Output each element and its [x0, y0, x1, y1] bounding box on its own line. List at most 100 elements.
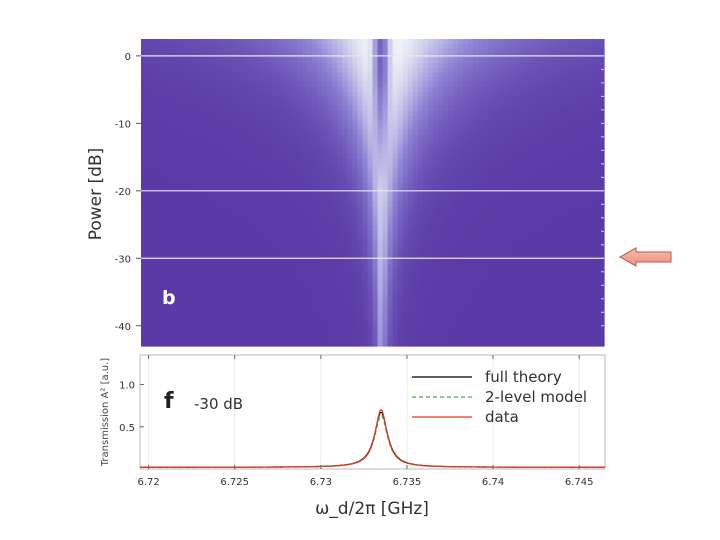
heatmap-cell	[382, 240, 389, 246]
heatmap-cell	[412, 82, 419, 88]
heatmap-cell	[442, 125, 449, 131]
heatmap-cell	[548, 130, 555, 136]
heatmap-cell	[503, 264, 509, 270]
heatmap-cell	[141, 293, 147, 299]
heatmap-cell	[407, 77, 414, 83]
heatmap-cell	[246, 96, 253, 102]
heatmap-cell	[392, 264, 399, 270]
heatmap-cell	[251, 130, 258, 136]
heatmap-cell	[171, 178, 177, 184]
heatmap-cell	[568, 39, 575, 45]
heatmap-cell	[493, 82, 499, 88]
heatmap-cell	[437, 139, 444, 146]
heatmap-cell	[412, 182, 419, 189]
heatmap-cell	[307, 158, 313, 165]
heatmap-cell	[312, 192, 318, 198]
heatmap-cell	[453, 72, 459, 78]
heatmap-cell	[422, 43, 429, 50]
heatmap-cell	[276, 101, 283, 107]
heatmap-cell	[281, 245, 288, 251]
heatmap-cell	[422, 154, 429, 160]
heatmap-cell	[357, 269, 364, 275]
heatmap-cell	[478, 264, 484, 270]
heatmap-cell	[503, 283, 509, 290]
heatmap-cell	[231, 221, 238, 227]
heatmap-cell	[473, 197, 479, 203]
heatmap-cell	[281, 120, 288, 126]
heatmap-cell	[553, 125, 560, 131]
heatmap-cell	[568, 192, 575, 198]
heatmap-cell	[201, 106, 208, 112]
heatmap-cell	[342, 168, 348, 174]
heatmap-cell	[206, 182, 213, 189]
heatmap-cell	[417, 110, 424, 117]
heatmap-cell	[422, 86, 429, 93]
heatmap-cell	[392, 230, 399, 237]
heatmap-cell	[422, 197, 429, 203]
heatmap-cell	[226, 240, 233, 246]
heatmap-cell	[447, 293, 454, 299]
heatmap-cell	[307, 278, 313, 285]
heatmap-cell	[498, 278, 504, 285]
heatmap-cell	[171, 259, 177, 266]
heatmap-cell	[407, 240, 414, 246]
heatmap-cell	[352, 110, 358, 117]
heatmap-cell	[372, 274, 379, 280]
heatmap-cell	[508, 197, 515, 203]
heatmap-cell	[201, 254, 208, 261]
heatmap-cell	[407, 235, 414, 242]
heatmap-cell	[317, 72, 323, 78]
heatmap-cell	[442, 178, 449, 184]
heatmap-cell	[483, 77, 489, 83]
heatmap-cell	[261, 125, 268, 131]
heatmap-cell	[478, 163, 484, 170]
heatmap-cell	[523, 82, 530, 88]
heatmap-cell	[483, 278, 489, 285]
heatmap-cell	[317, 125, 323, 131]
heatmap-cell	[281, 221, 288, 227]
heatmap-cell	[458, 274, 464, 280]
heatmap-cell	[362, 182, 369, 189]
heatmap-cell	[186, 298, 192, 304]
heatmap-cell	[161, 192, 167, 198]
heatmap-cell	[186, 254, 192, 261]
heatmap-cell	[568, 254, 575, 261]
heatmap-cell	[498, 235, 504, 242]
heatmap-cell	[221, 288, 228, 294]
heatmap-cell	[302, 163, 308, 170]
heatmap-cell	[251, 101, 258, 107]
heatmap-cell	[241, 96, 248, 102]
heatmap-cell	[186, 211, 192, 218]
heatmap-cell	[458, 245, 464, 251]
heatmap-cell	[191, 250, 197, 256]
heatmap-cell	[271, 62, 278, 69]
heatmap-cell	[236, 144, 243, 150]
heatmap-cell	[437, 86, 444, 93]
heatmap-cell	[447, 91, 454, 98]
heatmap-cell	[337, 86, 343, 93]
heatmap-cell	[251, 293, 258, 299]
heatmap-cell	[186, 82, 192, 88]
heatmap-cell	[201, 96, 208, 102]
heatmap-cell	[493, 264, 499, 270]
heatmap-cell	[307, 269, 313, 275]
heatmap-cell	[266, 259, 273, 266]
heatmap-cell	[447, 264, 454, 270]
heatmap-cell	[276, 48, 283, 54]
heatmap-cell	[166, 168, 172, 174]
heatmap-cell	[156, 101, 162, 107]
heatmap-cell	[357, 168, 364, 174]
heatmap-cell	[578, 245, 585, 251]
heatmap-cell	[171, 106, 177, 112]
heatmap-cell	[166, 259, 172, 266]
heatmap-cell	[377, 91, 384, 98]
heatmap-cell	[543, 139, 550, 146]
heatmap-cell	[518, 72, 525, 78]
heatmap-cell	[588, 115, 595, 122]
heatmap-cell	[357, 77, 364, 83]
heatmap-cell	[533, 254, 540, 261]
heatmap-cell	[478, 77, 484, 83]
heatmap-cell	[156, 168, 162, 174]
heatmap-cell	[442, 259, 449, 266]
heatmap-cell	[322, 230, 328, 237]
